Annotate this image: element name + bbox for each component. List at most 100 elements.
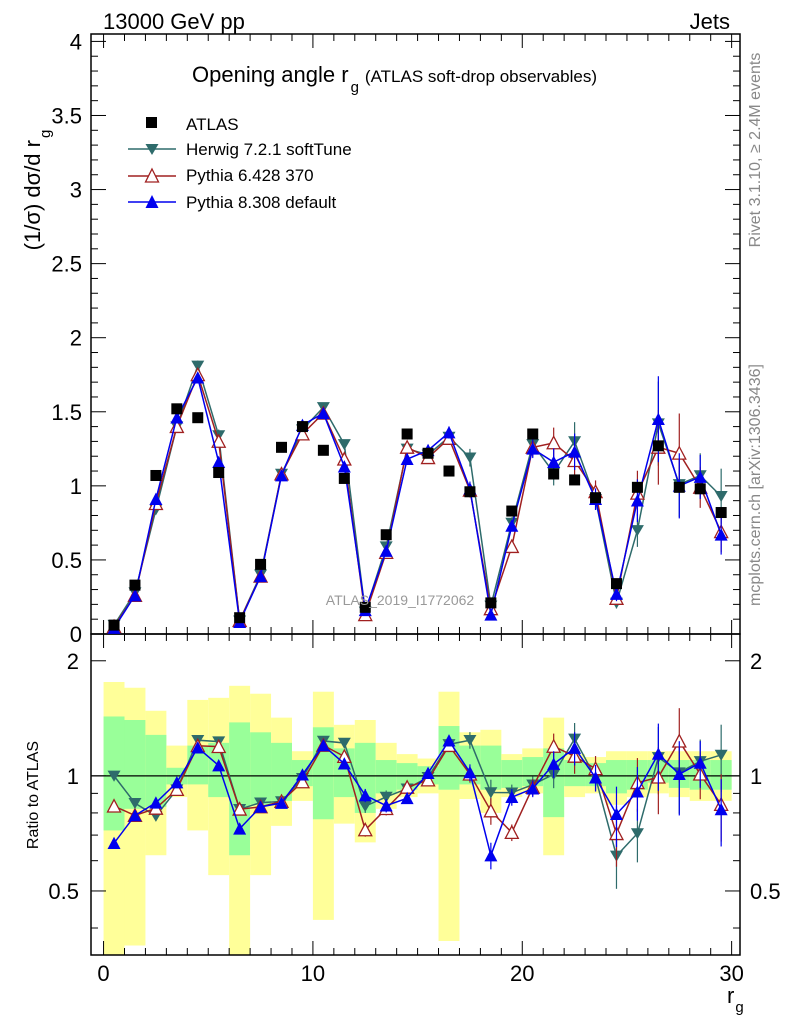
series-line-2 [113, 375, 722, 629]
ratio-point [358, 788, 372, 802]
ratio-point [212, 759, 226, 772]
ratio-band-inner [501, 760, 523, 788]
ratio-point [294, 774, 311, 789]
ratio-point [232, 801, 248, 816]
ratio-point [316, 738, 330, 752]
ratio-point [463, 765, 477, 779]
series-point [254, 569, 268, 583]
x-tick-label: 30 [719, 961, 743, 986]
ratio-band-inner [250, 732, 272, 805]
ratio-uncertainty-bands [91, 682, 740, 955]
legend-marker-herwig [145, 144, 159, 155]
legend-label-herwig: Herwig 7.2.1 softTune [186, 140, 352, 159]
legend-label-atlas: ATLAS [186, 115, 239, 134]
ratio-point [107, 836, 121, 850]
chart-title: Opening angle rg (ATLAS soft-drop observa… [192, 62, 597, 96]
ratio-point [505, 790, 519, 804]
ratio-series-group [106, 708, 729, 889]
series-point [442, 426, 456, 439]
process-label: Jets [690, 9, 730, 34]
series-point [714, 491, 728, 503]
ratio-axis-label: Ratio to ATLAS [25, 741, 42, 849]
ratio-tick-label-left: 2 [67, 649, 79, 674]
data-point [150, 469, 162, 481]
series-line-1 [113, 372, 722, 628]
data-point [673, 481, 685, 493]
analysis-watermark: ATLAS_2019_I1772062 [326, 592, 475, 608]
ratio-tick-label-left: 0.5 [48, 879, 79, 904]
y-tick-label: 2 [70, 326, 82, 351]
legend-entry-atlas: ATLAS [146, 115, 239, 134]
axis-ticks [91, 34, 740, 955]
x-axis-label: rg [727, 983, 744, 1016]
legend-marker-atlas [146, 117, 157, 128]
ratio-point [191, 741, 205, 754]
ratio-point [400, 791, 414, 805]
ratio-point [630, 828, 644, 840]
series-point [170, 411, 184, 424]
legend-entry-herwig: Herwig 7.2.1 softTune [128, 140, 352, 159]
x-tick-label: 0 [97, 961, 109, 986]
x-tick-label: 20 [510, 961, 534, 986]
series-point [316, 406, 330, 420]
ratio-point [211, 738, 227, 754]
ratio-point [295, 768, 309, 781]
ratio-tick-label-right: 1 [750, 764, 762, 789]
y-axis-label-main: (1/σ) dσ/d r [20, 140, 45, 250]
series-point [484, 608, 498, 621]
data-point [548, 468, 560, 480]
ratio-point [106, 798, 122, 813]
legend-label-pythia8: Pythia 8.308 default [186, 193, 337, 212]
data-point [590, 492, 602, 504]
ratio-point [420, 772, 436, 787]
y-tick-label: 0 [70, 622, 82, 647]
ratio-band-inner [124, 720, 146, 809]
ratio-point [463, 735, 477, 747]
series-point [337, 439, 351, 451]
series-point [547, 455, 561, 468]
data-point [569, 474, 581, 486]
ratio-point [672, 767, 686, 781]
ratio-point [609, 807, 623, 820]
mcplots-label: mcplots.cern.ch [arXiv:1306.3436] [747, 364, 764, 606]
ratio-point [651, 747, 665, 760]
series-point [211, 433, 227, 448]
series-point [526, 442, 540, 455]
ratio-band-inner [229, 722, 251, 856]
ratio-point [421, 766, 435, 780]
data-point [108, 619, 120, 631]
ratio-point [526, 782, 540, 795]
ratio-line-2 [113, 739, 722, 859]
ratio-band-inner [145, 734, 167, 807]
ratio-point [504, 824, 520, 840]
data-point [485, 597, 497, 609]
ratio-point [693, 756, 707, 769]
y-tick-label: 3 [70, 178, 82, 203]
y-tick-label: 2.5 [51, 252, 82, 277]
ratio-point [442, 734, 456, 747]
data-point [422, 447, 434, 459]
ratio-point [568, 741, 582, 754]
ratio-point [170, 776, 184, 789]
series-point [463, 452, 477, 464]
legend-marker-pythia6 [144, 167, 160, 183]
ratio-point [714, 749, 728, 761]
ratio-point [357, 822, 373, 837]
data-point [380, 529, 392, 541]
series-point [399, 439, 415, 454]
data-point [359, 601, 371, 613]
ratio-tick-label-left: 1 [67, 764, 79, 789]
series-point [337, 460, 351, 473]
chart-title-extra: (ATLAS soft-drop observables) [365, 67, 597, 86]
data-point [506, 505, 518, 517]
ratio-point [169, 781, 185, 797]
data-point [652, 440, 664, 452]
data-point [317, 444, 329, 456]
axis-tick-labels: 0 10 20 30 0 0.5 1 1.5 2 2.5 3 3.5 4 0.5 0.5 1 1 2 2 [48, 29, 780, 986]
series-point [128, 588, 142, 602]
ratio-point [547, 757, 561, 770]
ratio-point [149, 796, 163, 809]
series-point [275, 468, 289, 482]
data-point [338, 472, 350, 484]
legend-label-pythia6: Pythia 6.428 370 [186, 166, 314, 185]
